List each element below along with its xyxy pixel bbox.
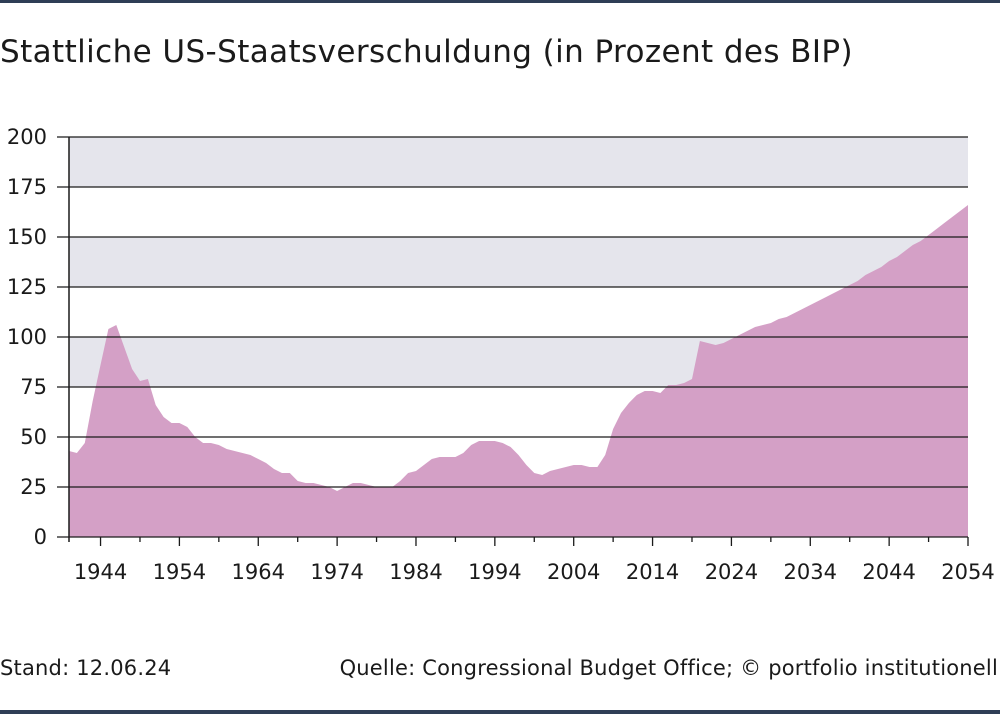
x-tick-label-2004: 2004: [547, 560, 600, 584]
source-credit: Quelle: Congressional Budget Office; © p…: [339, 656, 998, 680]
top-rule: [0, 0, 1000, 3]
y-tick-label-50: 50: [20, 425, 47, 449]
x-tick-label-2054: 2054: [941, 560, 994, 584]
x-tick-label-1974: 1974: [310, 560, 363, 584]
shaded-band-1: [69, 237, 968, 287]
x-tick-label-2044: 2044: [862, 560, 915, 584]
x-tick-label-1984: 1984: [389, 560, 442, 584]
y-tick-label-75: 75: [20, 375, 47, 399]
shaded-band-2: [69, 137, 968, 187]
y-tick-label-150: 150: [7, 225, 47, 249]
x-tick-label-1944: 1944: [74, 560, 127, 584]
y-tick-label-0: 0: [34, 525, 47, 549]
x-tick-label-2034: 2034: [784, 560, 837, 584]
y-tick-label-125: 125: [7, 275, 47, 299]
stand-date: Stand: 12.06.24: [0, 656, 172, 680]
x-tick-label-2014: 2014: [626, 560, 679, 584]
debt-chart: 0 25 50 75 100 125 150 175 200 1944 1954 1964 1974 1…: [7, 125, 995, 584]
x-tick-label-1964: 1964: [232, 560, 285, 584]
y-tick-label-175: 175: [7, 175, 47, 199]
debt-area-series: [69, 205, 968, 537]
y-tick-label-25: 25: [20, 475, 47, 499]
bottom-rule: [0, 710, 1000, 714]
x-tick-label-1954: 1954: [153, 560, 206, 584]
x-tick-label-1994: 1994: [468, 560, 521, 584]
y-tick-label-100: 100: [7, 325, 47, 349]
y-tick-label-200: 200: [7, 125, 47, 149]
chart-title: Stattliche US-Staatsverschuldung (in Pro…: [0, 34, 853, 70]
x-tick-label-2024: 2024: [705, 560, 758, 584]
